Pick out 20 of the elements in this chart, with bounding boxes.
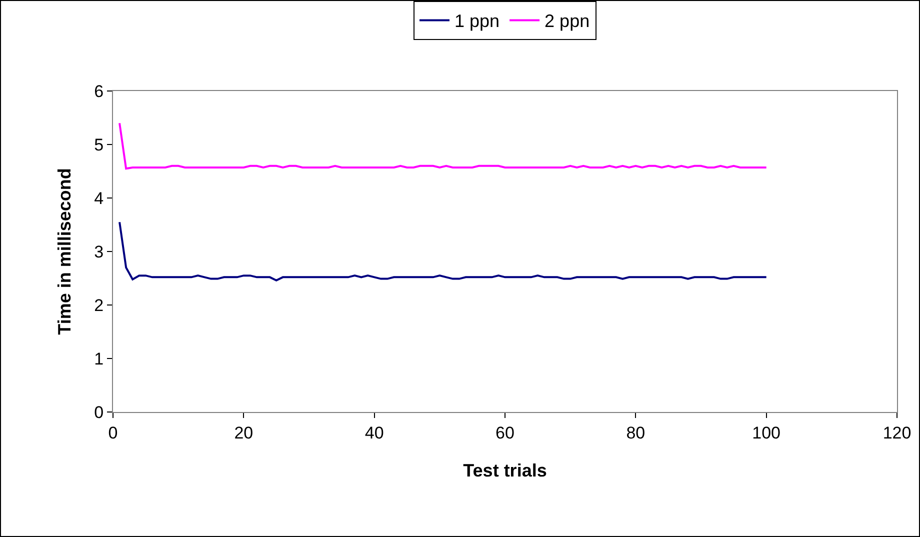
y-tick-label: 0 bbox=[94, 402, 104, 422]
y-tick-label: 3 bbox=[94, 242, 104, 262]
line-series bbox=[118, 122, 768, 170]
legend-label: 2 ppn bbox=[544, 11, 590, 32]
x-tick-label: 100 bbox=[752, 423, 781, 442]
x-tick-label: 20 bbox=[234, 423, 254, 442]
line-series bbox=[118, 221, 768, 282]
x-axis-title: Test trials bbox=[463, 460, 547, 480]
legend-label: 1 ppn bbox=[454, 11, 500, 32]
x-tick-label: 80 bbox=[626, 423, 646, 442]
y-axis-title: Time in millisecond bbox=[54, 168, 74, 335]
x-tick-label: 0 bbox=[108, 423, 118, 442]
y-tick-label: 2 bbox=[94, 296, 104, 315]
y-tick-label: 5 bbox=[94, 135, 104, 154]
x-tick-label: 60 bbox=[496, 423, 514, 442]
x-tick-label: 120 bbox=[882, 423, 912, 442]
y-tick-label: 6 bbox=[94, 82, 104, 101]
y-tick-label: 4 bbox=[94, 188, 104, 208]
x-tick-label: 40 bbox=[364, 423, 384, 442]
y-tick-label: 1 bbox=[94, 349, 104, 368]
